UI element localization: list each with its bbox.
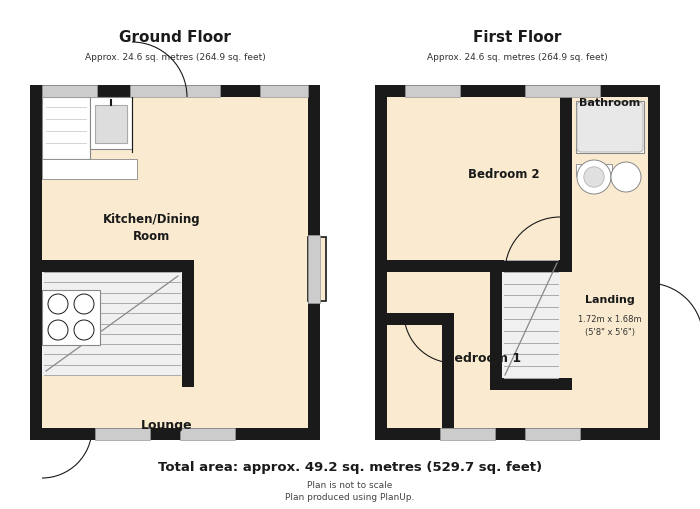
Bar (576, 101, 644, 153)
Bar (30, 85, 320, 97)
Bar (375, 428, 660, 440)
Bar (42, 97, 90, 159)
Bar (648, 85, 660, 440)
Bar (560, 85, 572, 272)
Bar (130, 85, 220, 97)
Bar (387, 313, 442, 325)
Bar (442, 313, 454, 428)
Bar (42, 260, 194, 272)
Bar (42, 85, 97, 97)
Bar (490, 260, 502, 390)
Text: First Floor: First Floor (473, 30, 561, 44)
Bar (375, 85, 660, 440)
Text: Approx. 24.6 sq. metres (264.9 sq. feet): Approx. 24.6 sq. metres (264.9 sq. feet) (426, 52, 608, 62)
Circle shape (577, 160, 611, 194)
Bar (375, 85, 660, 97)
Circle shape (584, 167, 604, 187)
Bar (180, 428, 235, 440)
Bar (30, 85, 320, 440)
Text: Ground Floor: Ground Floor (119, 30, 231, 44)
Bar (42, 159, 137, 179)
Text: Landing: Landing (585, 295, 635, 305)
Bar (502, 260, 560, 378)
Bar (308, 235, 320, 303)
Bar (42, 290, 100, 345)
Bar (490, 378, 572, 390)
Bar (30, 428, 320, 440)
Bar (440, 428, 495, 440)
Text: Total area: approx. 49.2 sq. metres (529.7 sq. feet): Total area: approx. 49.2 sq. metres (529… (158, 462, 542, 474)
Bar (95, 105, 127, 143)
Bar (95, 428, 150, 440)
Bar (90, 97, 132, 149)
Bar (375, 260, 572, 272)
Circle shape (611, 162, 641, 192)
Text: Plan is not to scale: Plan is not to scale (307, 482, 393, 491)
Text: Bedroom 2: Bedroom 2 (468, 168, 540, 182)
FancyBboxPatch shape (577, 102, 643, 152)
Bar (308, 237, 326, 301)
Text: (5'8" x 5'6"): (5'8" x 5'6") (585, 328, 635, 337)
Bar (260, 85, 308, 97)
Text: Bedroom 1: Bedroom 1 (445, 352, 522, 365)
Bar (576, 164, 612, 176)
Text: Approx. 24.6 sq. metres (264.9 sq. feet): Approx. 24.6 sq. metres (264.9 sq. feet) (85, 52, 265, 62)
Text: 1.72m x 1.68m: 1.72m x 1.68m (578, 315, 642, 324)
Bar (30, 85, 42, 440)
Text: Kitchen/Dining: Kitchen/Dining (103, 213, 201, 227)
Bar (525, 85, 600, 97)
Text: Plan produced using PlanUp.: Plan produced using PlanUp. (286, 494, 414, 502)
Text: Lounge: Lounge (141, 418, 192, 432)
Bar (525, 428, 580, 440)
Bar (42, 272, 182, 375)
Bar (182, 260, 194, 387)
Text: Bathroom: Bathroom (580, 98, 641, 108)
Bar (405, 85, 460, 97)
Text: Room: Room (133, 231, 170, 243)
Bar (375, 85, 387, 440)
Bar (308, 85, 320, 440)
